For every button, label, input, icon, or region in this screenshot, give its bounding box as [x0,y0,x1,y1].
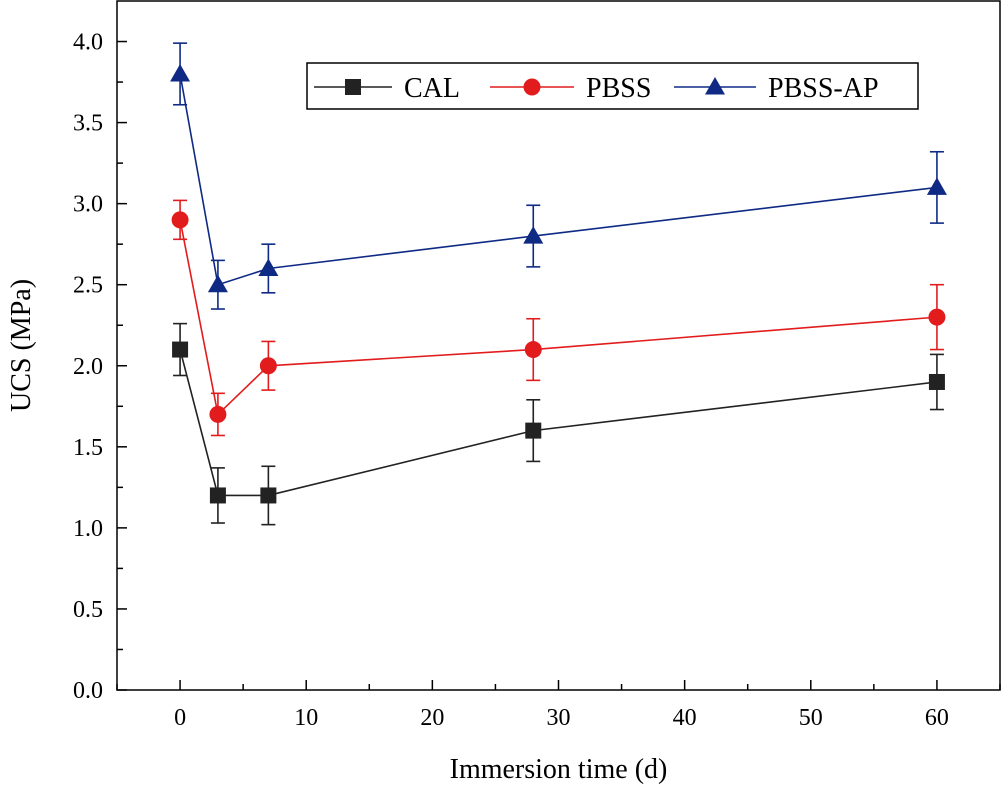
series-pbss-ap [170,42,947,310]
x-tick-label: 30 [547,705,571,731]
legend-label: CAL [404,73,460,104]
x-tick-label: 20 [420,705,444,731]
y-tick-label: 2.5 [73,273,103,299]
x-axis-title: Immersion time (d) [450,754,668,785]
data-point [524,341,542,359]
data-point [928,373,945,390]
legend-box [306,62,919,110]
plot-frame [116,0,1001,691]
y-tick-label: 2.0 [73,354,103,380]
series-pbss [171,199,946,437]
data-point [928,308,946,326]
series-line [179,349,938,497]
y-tick-label: 1.0 [73,516,103,542]
x-tick-label: 40 [673,705,697,731]
y-tick-label: 1.5 [73,435,103,461]
series-line [179,219,937,416]
tick-layer [116,40,1001,691]
legend-marker [523,78,541,96]
legend-entry-pbss-ap: PBSS-AP [674,73,879,104]
y-tick-label: 3.0 [73,192,103,218]
legend-marker [345,79,361,95]
x-tick-label: 50 [799,705,823,731]
y-axis-title: UCS (MPa) [6,279,37,412]
legend-label: PBSS-AP [768,73,879,104]
data-point [259,357,277,375]
data-point [171,211,189,229]
legend-marker [705,77,725,95]
x-tick-label: 0 [174,705,186,731]
data-point [209,487,226,504]
series-cal [172,322,945,526]
data-point [207,274,228,293]
legend: CAL PBSS PBSS-AP [306,62,919,110]
series-layer [170,42,947,526]
data-point [926,177,947,195]
y-tick-label: 3.5 [73,111,103,137]
tick-label-layer: 0.0 0.5 1.0 1.5 2.0 2.5 3.0 3.5 4.0 0 10 20 30 40 50 60 [73,30,949,731]
y-tick-label: 4.0 [73,30,103,56]
legend-entry-cal: CAL [314,73,460,104]
legend-label: PBSS [586,73,651,104]
data-point [525,422,542,439]
data-point [523,226,544,244]
y-tick-label: 0.0 [73,678,103,704]
data-point [172,341,189,358]
legend-entry-pbss: PBSS [490,73,651,104]
x-tick-label: 10 [294,705,318,731]
data-point [260,487,277,504]
x-tick-label: 60 [925,705,949,731]
data-point [170,63,191,82]
y-tick-label: 0.5 [73,597,103,623]
data-point [209,405,227,423]
data-point [258,258,279,276]
